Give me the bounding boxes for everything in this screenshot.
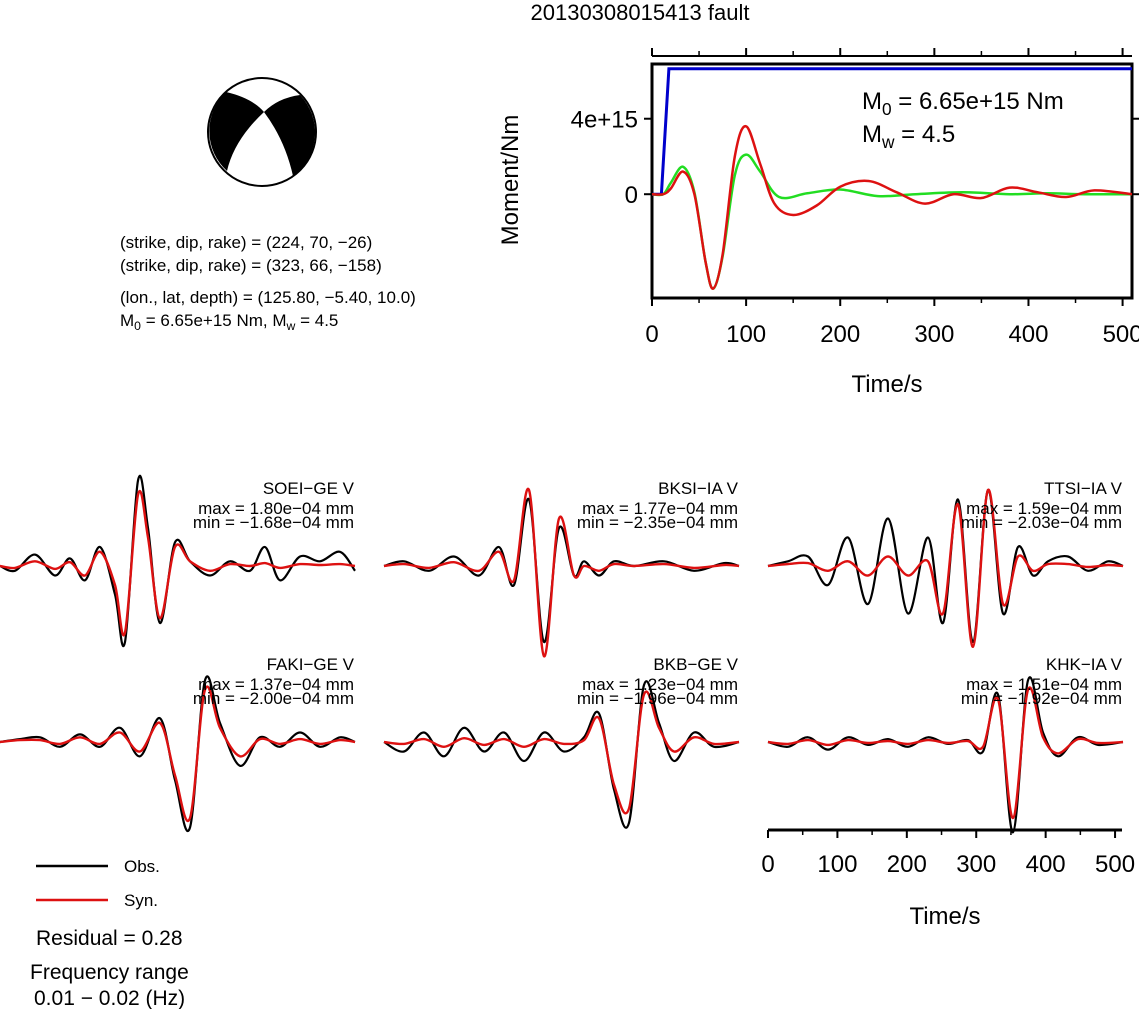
- observed-trace: [0, 675, 356, 832]
- moment-x-tick-label: 0: [645, 321, 658, 348]
- moment-x-tick-label: 500: [1103, 321, 1139, 348]
- waveform-x-tick-label: 500: [1095, 851, 1135, 878]
- frequency-range: 0.01 − 0.02 (Hz): [34, 987, 185, 1009]
- station-min: min = −1.68e−04 mm: [193, 513, 354, 532]
- moment-plot-xlabel: Time/s: [851, 371, 922, 398]
- station-name: BKB−GE V: [653, 655, 738, 674]
- moment-x-tick-label: 400: [1008, 321, 1048, 348]
- figure-title: 20130308015413 fault: [531, 0, 750, 25]
- waveform-x-tick-label: 200: [887, 851, 927, 878]
- moment-y-tick-label: 0: [625, 182, 638, 209]
- station-name: TTSI−IA V: [1044, 479, 1123, 498]
- waveform-x-tick-label: 0: [761, 851, 774, 878]
- waveform-time-axis: 0 100 200 300 400 500 Time/s: [761, 828, 1135, 930]
- moment-plot: 0 100 200 300 400 500 0 4e+15 Time/s Moment/Nm…: [497, 48, 1139, 398]
- waveform-x-tick-label: 100: [817, 851, 857, 878]
- station-max: max = 1.23e−04 mm: [582, 675, 738, 694]
- waveform-x-tick-label: 300: [956, 851, 996, 878]
- moment-x-tick-label: 200: [820, 321, 860, 348]
- legend: Obs. Syn.: [36, 857, 160, 910]
- station-name: BKSI−IA V: [658, 479, 739, 498]
- beachball: [207, 77, 317, 187]
- moment-series-line: [651, 153, 1133, 290]
- station-max: max = 1.80e−04 mm: [198, 499, 354, 518]
- synthetic-trace: [0, 685, 356, 823]
- moment-plot-ylabel: Moment/Nm: [497, 115, 524, 246]
- station-max: max = 1.59e−04 mm: [966, 499, 1122, 518]
- synthetic-trace: [383, 690, 740, 815]
- synthetic-trace: [383, 487, 740, 658]
- moment-text: M0 = 6.65e+15 Nm, Mw = 4.5: [120, 311, 338, 333]
- moment-x-tick-label: 100: [726, 321, 766, 348]
- legend-observed-label: Obs.: [124, 857, 160, 876]
- moment-plot-frame: [650, 62, 1134, 300]
- waveform-x-tick-label: 400: [1026, 851, 1066, 878]
- moment-y-ticks: 0 4e+15: [571, 107, 1139, 209]
- observed-trace: [767, 488, 1124, 644]
- annotation-mw: Mw = 4.5: [862, 121, 955, 152]
- beachball-compression-right: [264, 95, 316, 176]
- moment-y-tick-label: 4e+15: [571, 107, 638, 134]
- station-min: min = −2.35e−04 mm: [577, 513, 738, 532]
- observed-trace: [383, 680, 740, 829]
- moment-x-tick-label: 300: [914, 321, 954, 348]
- location-text: (lon., lat, depth) = (125.80, −5.40, 10.…: [120, 288, 416, 307]
- moment-top-ticks: [651, 48, 1124, 56]
- synthetic-trace: [767, 488, 1124, 649]
- beachball-compression-left: [209, 92, 264, 171]
- plane1-text: (strike, dip, rake) = (224, 70, −26): [120, 233, 372, 252]
- moment-lines: [651, 67, 1133, 290]
- station-max: max = 1.51e−04 mm: [966, 675, 1122, 694]
- station-max: max = 1.37e−04 mm: [198, 675, 354, 694]
- station-max: max = 1.77e−04 mm: [582, 499, 738, 518]
- frequency-label: Frequency range: [30, 961, 189, 984]
- plane2-text: (strike, dip, rake) = (323, 66, −158): [120, 256, 382, 275]
- residual-text: Residual = 0.28: [36, 927, 183, 950]
- waveform-xlabel: Time/s: [909, 903, 980, 930]
- station-name: FAKI−GE V: [267, 655, 355, 674]
- waveform-x-ticks: 0 100 200 300 400 500: [761, 830, 1135, 878]
- moment-x-ticks: 0 100 200 300 400 500: [645, 298, 1139, 348]
- synthetic-trace: [767, 686, 1124, 820]
- station-min: min = −1.92e−04 mm: [961, 689, 1122, 708]
- station-name: SOEI−GE V: [263, 479, 355, 498]
- synthetic-trace: [0, 490, 356, 637]
- station-min: min = −1.96e−04 mm: [577, 689, 738, 708]
- station-name: KHK−IA V: [1046, 655, 1123, 674]
- station-min: min = −2.00e−04 mm: [193, 689, 354, 708]
- moment-series-line: [651, 125, 1133, 290]
- station-min: min = −2.03e−04 mm: [961, 513, 1122, 532]
- annotation-m0: M0 = 6.65e+15 Nm: [862, 88, 1064, 119]
- legend-synthetic-label: Syn.: [124, 891, 158, 910]
